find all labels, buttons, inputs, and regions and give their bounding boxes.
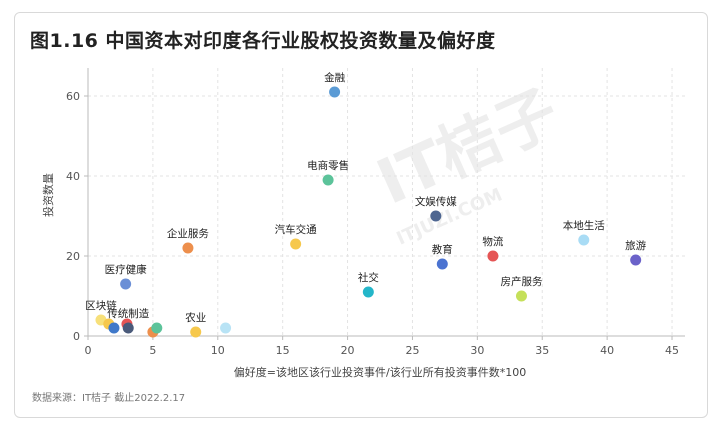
data-point	[430, 210, 442, 222]
x-tick-label: 20	[341, 344, 355, 357]
data-point-label: 企业服务	[167, 227, 209, 240]
data-point	[487, 250, 499, 262]
tick-labels: 0 5 10 15 20 25 30 35 40 45 0 20 40 60	[66, 90, 679, 357]
data-point-label: 汽车交通	[275, 223, 317, 236]
data-point-label: 电商零售	[307, 159, 349, 172]
y-tick-label: 0	[73, 330, 80, 343]
x-tick-label: 40	[600, 344, 614, 357]
x-tick-label: 35	[535, 344, 549, 357]
chart-card	[14, 12, 708, 418]
x-tick-label: 15	[276, 344, 290, 357]
data-point	[108, 322, 120, 334]
data-point-label: 本地生活	[563, 219, 605, 232]
data-point	[120, 278, 132, 290]
x-tick-label: 45	[665, 344, 679, 357]
data-point	[362, 286, 374, 298]
source-note: 数据来源：IT桔子 截止2022.2.17	[32, 393, 186, 404]
axes	[84, 68, 685, 340]
data-point	[190, 326, 202, 338]
y-tick-label: 40	[66, 170, 80, 183]
y-tick-label: 20	[66, 250, 80, 263]
data-point-label: 教育	[432, 243, 453, 256]
data-point-label: 金融	[324, 71, 345, 84]
data-point	[578, 234, 590, 246]
data-point-label: 传统制造	[107, 307, 149, 320]
x-axis-label: 偏好度=该地区该行业投资事件/该行业所有投资事件数*100	[234, 365, 526, 379]
x-tick-label: 10	[211, 344, 225, 357]
data-point	[220, 322, 232, 334]
data-point-label: 社交	[358, 271, 379, 284]
data-point	[122, 322, 134, 334]
chart-title: 图1.16 中国资本对印度各行业股权投资数量及偏好度	[30, 30, 496, 52]
data-point	[329, 86, 341, 98]
data-point-label: 区块链	[85, 299, 117, 312]
y-tick-label: 60	[66, 90, 80, 103]
data-point	[151, 322, 163, 334]
data-point-label: 房产服务	[500, 275, 542, 288]
grid-lines	[88, 68, 685, 336]
y-axis-label: 投资数量	[41, 173, 55, 217]
data-point	[515, 290, 527, 302]
x-tick-label: 30	[470, 344, 484, 357]
data-points	[95, 86, 642, 338]
data-point-label: 文娱传媒	[415, 195, 457, 208]
watermark: IT桔子 ITJUZI.COM	[366, 75, 569, 250]
x-tick-label: 0	[85, 344, 92, 357]
data-point	[322, 174, 334, 186]
data-point-label: 医疗健康	[105, 263, 147, 276]
data-point	[630, 254, 642, 266]
data-point	[290, 238, 302, 250]
data-point-label: 旅游	[625, 239, 646, 252]
data-point-label: 农业	[185, 311, 206, 324]
data-point-label: 物流	[482, 235, 503, 248]
x-tick-label: 5	[149, 344, 156, 357]
x-tick-label: 25	[405, 344, 419, 357]
data-point	[182, 242, 194, 254]
data-point	[436, 258, 448, 270]
